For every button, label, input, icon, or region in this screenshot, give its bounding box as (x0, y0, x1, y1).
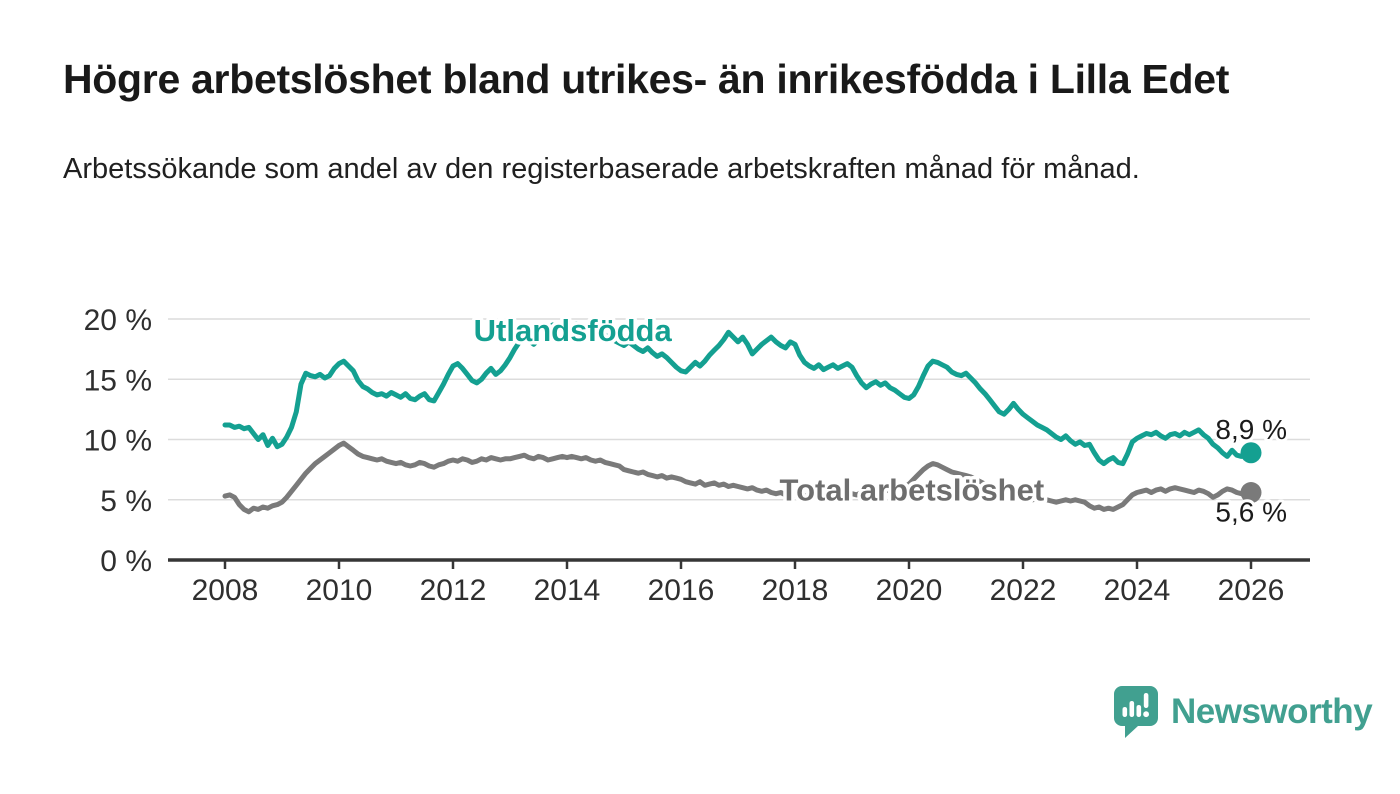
y-tick-label-0: 0 % (100, 545, 152, 578)
x-tick-label-2020: 2020 (876, 574, 943, 607)
x-tick-label-2024: 2024 (1104, 574, 1171, 607)
newsworthy-logo: Newsworthy (1112, 684, 1373, 740)
bar-icon-medium (1136, 705, 1142, 717)
exclamation-bar-icon (1143, 693, 1149, 708)
bar-icon-tall (1129, 701, 1135, 717)
x-tick-label-2026: 2026 (1218, 574, 1285, 607)
x-tick-label-2016: 2016 (648, 574, 715, 607)
x-tick-label-2010: 2010 (306, 574, 373, 607)
series-end-dot-total-arbetsl-shet (1240, 482, 1262, 504)
page-title: Högre arbetslöshet bland utrikes- än inr… (63, 56, 1230, 102)
x-tick-label-2022: 2022 (990, 574, 1057, 607)
y-tick-label-5: 5 % (100, 485, 152, 518)
series-line-utlandsf-dda (222, 321, 1254, 467)
x-tick-label-2014: 2014 (534, 574, 601, 607)
series-end-dot-utlandsf-dda (1240, 442, 1262, 464)
x-tick-label-2018: 2018 (762, 574, 829, 607)
x-tick-label-2008: 2008 (192, 574, 259, 607)
series-line-total-arbetsl-shet (222, 440, 1254, 515)
bar-icon-small (1122, 707, 1128, 717)
page-subtitle: Arbetssökande som andel av den registerb… (63, 153, 1140, 185)
y-tick-label-15: 15 % (84, 364, 152, 397)
series-end-value-utlandsf-dda: 8,9 % (1215, 414, 1287, 445)
speech-bubble-shape (1114, 686, 1158, 738)
x-tick-label-2012: 2012 (420, 574, 487, 607)
newsworthy-logo-text: Newsworthy (1171, 692, 1373, 731)
newsworthy-logo-icon (1114, 686, 1158, 738)
y-tick-label-10: 10 % (84, 425, 152, 458)
series-end-value-total-arbetsl-shet: 5,6 % (1215, 497, 1287, 528)
y-tick-label-20: 20 % (84, 304, 152, 337)
series-label-total-arbetsl-shet: Total arbetslöshet (779, 473, 1044, 508)
exclamation-dot-icon (1143, 711, 1149, 718)
series-label-utlandsf-dda: Utlandsfödda (474, 313, 673, 348)
